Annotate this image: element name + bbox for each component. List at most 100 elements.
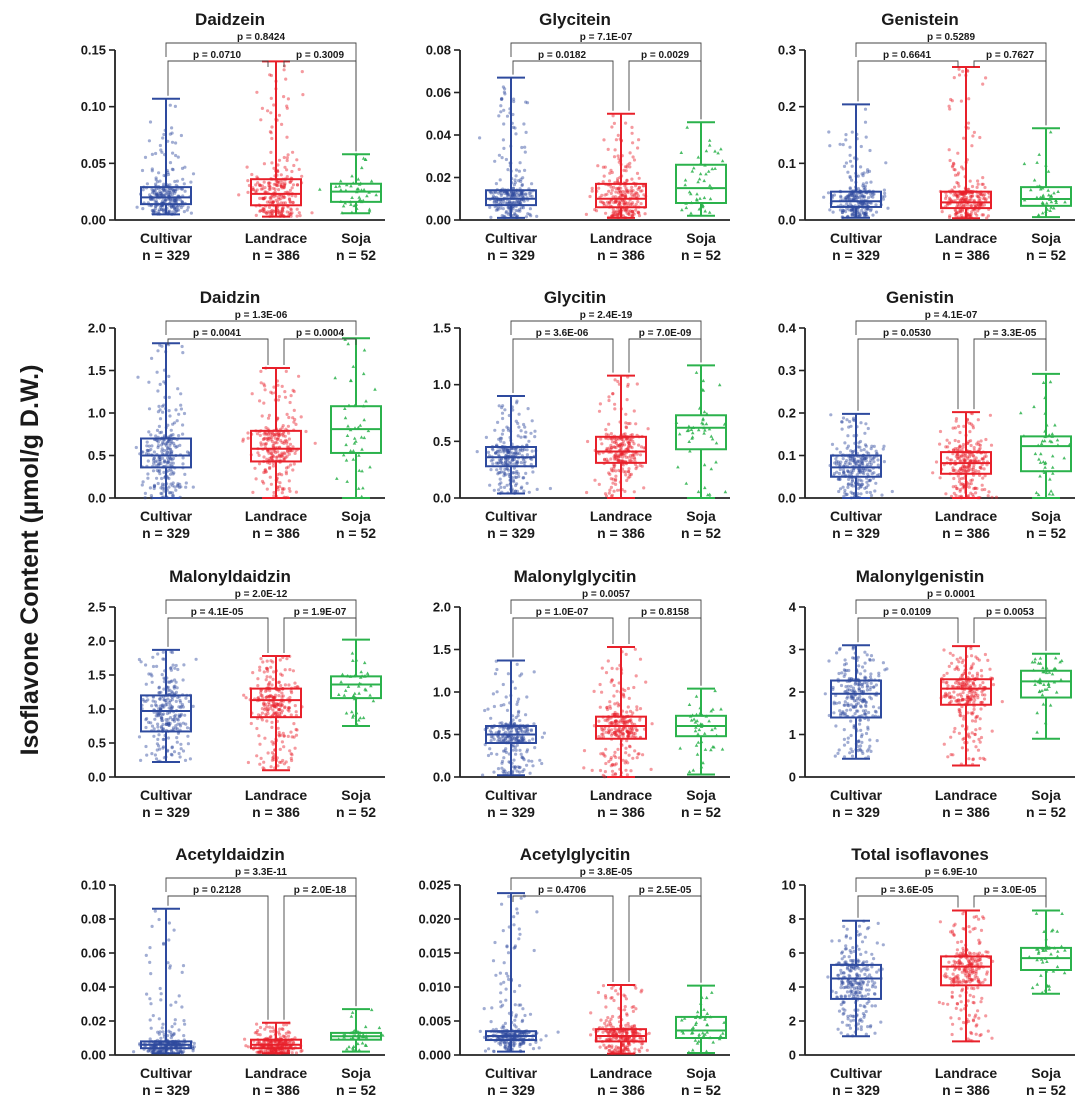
- data-point: [515, 459, 519, 464]
- data-point: [964, 198, 968, 202]
- data-point: [496, 472, 500, 476]
- data-point: [272, 670, 276, 674]
- data-point: [511, 125, 515, 129]
- data-point: [292, 462, 296, 466]
- data-point: [626, 731, 630, 735]
- data-point: [613, 213, 617, 217]
- data-point: [626, 476, 630, 480]
- data-point: [968, 214, 972, 219]
- data-point: [143, 491, 147, 495]
- data-point: [848, 145, 852, 149]
- data-point: [149, 447, 153, 452]
- data-point: [631, 711, 635, 715]
- data-point: [880, 493, 884, 497]
- data-point: [851, 686, 856, 690]
- data-point: [959, 213, 963, 217]
- data-point: [507, 448, 512, 452]
- chart-title: Glycitein: [539, 10, 611, 29]
- data-point: [854, 462, 858, 466]
- data-point: [512, 722, 516, 726]
- data-point: [149, 721, 153, 725]
- data-point: [171, 422, 175, 426]
- data-point: [704, 422, 709, 426]
- data-point: [511, 186, 516, 190]
- data-point: [850, 197, 854, 201]
- data-point: [629, 726, 634, 730]
- y-tick-label: 0.0: [88, 770, 106, 785]
- data-point: [171, 168, 175, 172]
- data-point: [513, 213, 517, 217]
- y-tick-label: 0.0: [433, 770, 451, 785]
- data-point: [529, 190, 533, 195]
- data-point: [162, 705, 166, 709]
- data-point: [628, 165, 632, 169]
- data-point: [168, 716, 173, 720]
- data-point: [515, 200, 519, 204]
- data-point: [851, 450, 855, 454]
- data-point: [524, 192, 528, 196]
- data-point: [976, 182, 980, 186]
- data-point: [265, 487, 269, 491]
- data-point: [970, 210, 974, 214]
- data-point: [711, 745, 715, 749]
- data-point: [169, 198, 173, 202]
- data-point: [263, 190, 267, 194]
- data-point: [500, 97, 504, 101]
- data-point: [846, 688, 850, 692]
- data-point: [871, 195, 875, 199]
- data-point: [168, 191, 172, 195]
- data-point: [622, 452, 626, 456]
- data-point: [166, 685, 170, 689]
- data-point: [525, 448, 529, 452]
- data-point: [241, 439, 245, 443]
- data-point: [514, 419, 518, 423]
- data-point: [971, 459, 975, 463]
- data-point: [612, 489, 616, 493]
- data-point: [258, 665, 262, 669]
- data-point: [829, 413, 833, 417]
- data-point: [163, 189, 167, 193]
- data-point: [859, 461, 863, 465]
- data-point: [948, 158, 952, 163]
- data-point: [609, 447, 613, 451]
- data-point: [951, 485, 955, 489]
- data-point: [356, 718, 361, 722]
- data-point: [516, 711, 521, 715]
- data-point: [519, 177, 523, 181]
- data-point: [179, 392, 183, 396]
- data-point: [960, 448, 964, 452]
- data-point: [520, 183, 524, 187]
- data-point: [713, 688, 717, 693]
- data-point: [548, 486, 552, 491]
- data-point: [512, 201, 516, 205]
- data-point: [366, 428, 371, 433]
- data-point: [262, 470, 266, 475]
- chart-title: Malonylglycitin: [514, 567, 637, 586]
- data-point: [611, 392, 615, 396]
- data-point: [161, 745, 166, 749]
- data-point: [186, 205, 190, 209]
- data-point: [864, 485, 869, 489]
- data-point: [510, 451, 514, 455]
- data-point: [268, 210, 272, 214]
- data-point: [860, 201, 864, 205]
- data-point: [177, 485, 182, 489]
- data-point: [694, 370, 699, 374]
- data-point: [260, 196, 264, 200]
- data-point: [171, 204, 175, 208]
- data-point: [614, 732, 618, 736]
- data-point: [962, 465, 966, 469]
- data-point: [161, 208, 165, 212]
- data-point: [850, 130, 854, 134]
- data-point: [180, 344, 184, 349]
- data-point: [160, 207, 164, 212]
- data-point: [532, 722, 536, 726]
- data-point: [849, 483, 853, 487]
- data-point: [174, 663, 178, 668]
- data-point: [267, 694, 271, 698]
- data-point: [958, 445, 962, 449]
- data-point: [863, 184, 867, 188]
- data-point: [288, 449, 292, 453]
- data-point: [624, 751, 628, 755]
- data-point: [851, 449, 855, 454]
